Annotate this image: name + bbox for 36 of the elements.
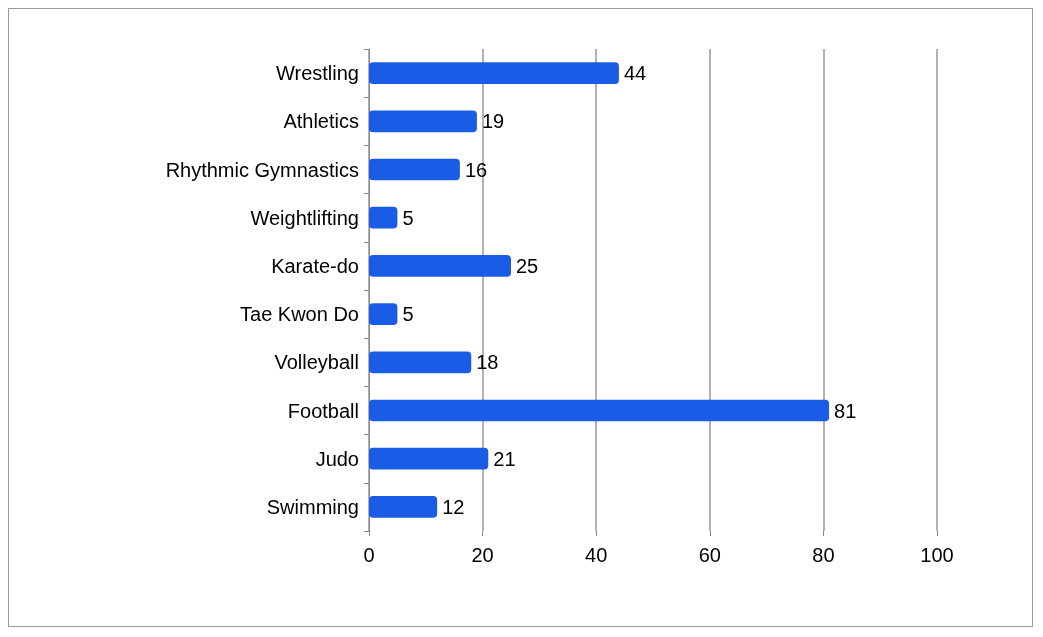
x-tick-label: 20 [471,544,494,566]
bar [369,447,489,470]
bar [369,351,472,374]
y-tick-label: Wrestling [276,62,359,85]
bar [369,158,460,181]
y-tick-label: Rhythmic Gymnastics [165,158,359,181]
data-label: 12 [442,495,465,518]
y-tick-label: Karate-do [271,254,359,277]
bar [369,206,398,229]
bar [369,62,619,84]
data-label: 5 [402,206,414,229]
x-tick-label: 60 [698,544,721,566]
data-label: 16 [464,158,488,181]
data-label: 19 [481,110,505,133]
x-tick-label: 40 [585,544,608,566]
data-label: 44 [623,62,647,85]
bar [369,399,830,422]
y-tick-label: Athletics [283,110,359,133]
y-tick-label: Swimming [266,495,359,518]
y-tick-label: Football [287,399,359,422]
y-tick-label: Judo [315,447,359,470]
data-label: 81 [834,399,857,422]
data-label: 18 [476,351,499,374]
data-label: 21 [493,447,516,470]
y-tick-label: Weightlifting [250,206,359,229]
y-tick-label: Volleyball [274,351,359,374]
bar [369,303,398,325]
data-label: 5 [402,303,414,326]
data-label: 25 [516,254,539,277]
y-tick-label: Tae Kwon Do [240,303,359,326]
bar [369,255,511,277]
x-tick-label: 0 [363,544,375,566]
bar [369,496,438,518]
x-tick-label: 80 [812,544,835,566]
x-tick-label: 100 [920,544,954,566]
bar [369,110,477,133]
